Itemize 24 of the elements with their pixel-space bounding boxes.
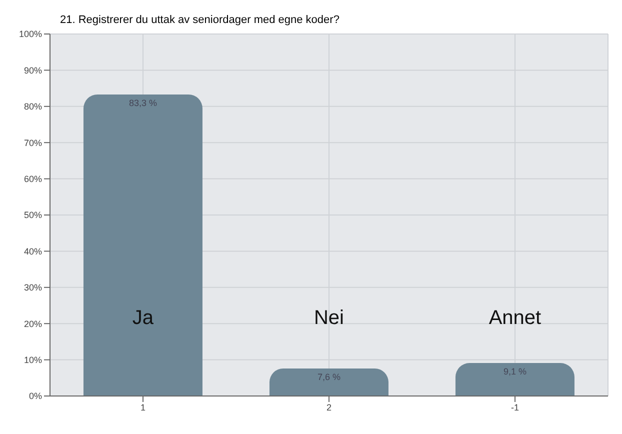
x-tick-label: -1 <box>510 402 520 412</box>
x-tick-label: 2 <box>326 402 332 412</box>
data-label: 9,1 % <box>503 366 526 376</box>
y-tick-label: 50% <box>24 210 42 220</box>
y-tick-label: 30% <box>24 282 42 293</box>
y-tick-label: 70% <box>24 138 42 148</box>
y-tick-label: 0% <box>28 391 42 402</box>
y-tick-label: 100% <box>18 29 42 40</box>
y-tick-label: 60% <box>24 174 42 184</box>
data-label: 7,6 % <box>317 372 340 382</box>
y-tick-label: 80% <box>24 102 42 112</box>
y-tick-label: 90% <box>24 65 42 76</box>
y-tick-label: 10% <box>24 354 42 365</box>
x-tick-label: 1 <box>140 402 146 412</box>
bar <box>269 368 388 396</box>
annotation: Annet <box>488 307 542 329</box>
bar <box>83 94 202 396</box>
annotation: Nei <box>314 307 344 329</box>
bar <box>455 363 574 396</box>
annotation: Ja <box>132 307 154 329</box>
data-label: 83,3 % <box>128 98 157 108</box>
y-tick-label: 40% <box>24 246 42 256</box>
chart-title: 21. Registrerer du uttak av seniordager med egne koder? <box>60 14 340 28</box>
y-tick-label: 20% <box>24 318 42 329</box>
